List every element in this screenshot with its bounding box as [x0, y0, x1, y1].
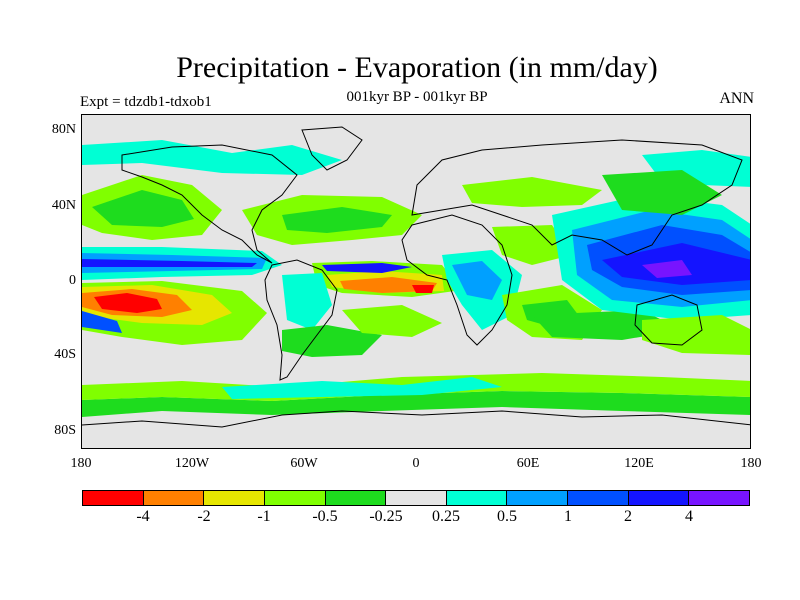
eurasia-coast [411, 139, 743, 256]
arctic-cyan [82, 140, 342, 175]
colorbar-label: -1 [257, 508, 271, 525]
lat-label-40s: 40S [54, 347, 76, 362]
lon-label-120e: 120E [624, 456, 654, 471]
map-subtitle: 001kyr BP - 001kyr BP [346, 89, 488, 105]
colorbar-box-0 [83, 491, 144, 505]
colorbar-label: 1 [564, 508, 572, 525]
australia-coast [634, 294, 703, 346]
colorbar-label: -2 [197, 508, 211, 525]
colorbar-label: 4 [685, 508, 693, 525]
colorbar-label: -0.25 [369, 508, 403, 525]
africa-coast [401, 214, 513, 346]
map-svg [82, 115, 750, 448]
arctic-cyan-east [642, 150, 750, 187]
southern-ocean-cyan-band [222, 377, 502, 399]
antarctica-coast [82, 410, 750, 428]
north-atlantic-green-inner [282, 207, 392, 233]
colorbar-box-10 [689, 491, 750, 505]
colorbar-box-1 [143, 491, 205, 505]
lon-label-60w: 60W [290, 456, 318, 471]
colorbar-box-7 [507, 491, 569, 505]
colorbar-box-5 [386, 491, 447, 505]
lat-label-0: 0 [69, 273, 76, 288]
east-asia-green [602, 170, 722, 215]
colorbar-label: -0.5 [312, 508, 338, 525]
precip-evap-map [81, 114, 751, 449]
lat-label-80s: 80S [54, 423, 76, 438]
south-atlantic-lime [342, 305, 442, 337]
lat-label-40n: 40N [51, 198, 76, 213]
amazon-cyan [282, 273, 332, 330]
colorbar [82, 490, 750, 506]
north-pacific-green-inner [92, 190, 194, 227]
warm-pool-purple [642, 260, 692, 278]
colorbar-label: 0.5 [497, 508, 517, 525]
atlantic-itcz-blue [322, 263, 412, 273]
north-america-coast [121, 144, 298, 264]
siberia-green [462, 177, 602, 207]
colorbar-label: 2 [624, 508, 632, 525]
colorbar-box-2 [204, 491, 265, 505]
lon-label-60e: 60E [516, 456, 540, 471]
colorbar-label: -4 [136, 508, 150, 525]
colorbar-box-4 [325, 491, 387, 505]
lon-label-180e: 180 [740, 456, 762, 471]
southern-ocean-green-band [82, 391, 750, 417]
colorbar-box-6 [446, 491, 508, 505]
colorbar-box-8 [568, 491, 629, 505]
south-pacific-spcz-blue [82, 311, 122, 333]
atlantic-dry-red [412, 285, 434, 293]
lat-label-80n: 80N [51, 122, 76, 137]
colorbar-box-9 [628, 491, 690, 505]
season-label: ANN [719, 90, 754, 107]
south-pacific-dry-red [94, 293, 162, 313]
pacific-itcz-blue [82, 259, 257, 267]
atlantic-dry-orange [340, 277, 437, 293]
colorbar-label: 0.25 [432, 508, 460, 525]
experiment-label: Expt = tdzdb1-tdxob1 [80, 94, 212, 110]
lon-label-0: 0 [412, 456, 420, 471]
lon-label-180w: 180 [70, 456, 92, 471]
africa-sky [452, 261, 502, 300]
arabian-dry-lime [492, 225, 572, 265]
greenland-coast [301, 126, 363, 171]
coastlines [82, 126, 750, 428]
lon-label-120w: 120W [174, 456, 210, 471]
colorbar-box-3 [264, 491, 326, 505]
south-america-coast [264, 259, 338, 381]
map-title: Precipitation - Evaporation (in mm/day) [176, 51, 658, 84]
